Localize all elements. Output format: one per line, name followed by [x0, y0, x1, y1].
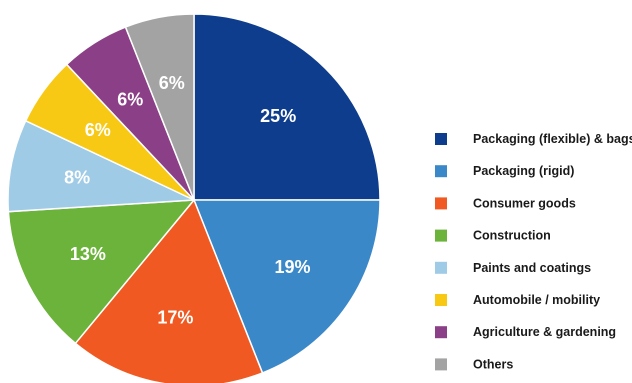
pie-slice-packaging-flexible-bags	[193, 13, 381, 201]
legend-swatch	[435, 261, 447, 274]
legend-item-packaging-flexible-bags: Packaging (flexible) & bags	[435, 132, 632, 146]
legend-item-paints-and-coatings: Paints and coatings	[435, 261, 591, 275]
legend-item-construction: Construction	[435, 229, 551, 243]
legend-swatch	[435, 294, 447, 306]
legend-item-packaging-rigid: Packaging (rigid)	[435, 164, 574, 178]
legend-swatch	[435, 197, 447, 210]
pie-slice-construction	[7, 199, 196, 345]
legend-label: Agriculture & gardening	[473, 325, 616, 339]
legend-label: Paints and coatings	[473, 261, 591, 275]
legend-swatch	[435, 358, 447, 371]
legend-item-automobile-mobility: Automobile / mobility	[435, 293, 600, 307]
legend-item-others: Others	[435, 357, 513, 371]
pie-slice-consumer-goods	[74, 198, 264, 383]
pie-slice-packaging-rigid	[192, 199, 381, 374]
legend: Packaging (flexible) & bags Packaging (ri…	[435, 132, 632, 371]
legend-swatch	[435, 326, 447, 339]
legend-label: Packaging (rigid)	[473, 164, 574, 178]
legend-item-consumer-goods: Consumer goods	[435, 196, 576, 210]
slice-label-construction: 13%	[70, 244, 106, 264]
slice-label-consumer-goods: 17%	[157, 308, 193, 328]
slice-label-packaging-flexible-bags: 25%	[260, 106, 296, 126]
slice-label-others: 6%	[159, 73, 185, 93]
pie-slice-paints-and-coatings	[7, 119, 195, 213]
slice-label-paints-and-coatings: 8%	[64, 168, 90, 188]
pie-slice-others	[124, 13, 195, 201]
legend-label: Consumer goods	[473, 196, 576, 210]
legend-label: Others	[473, 357, 513, 371]
slice-label-packaging-rigid: 19%	[274, 257, 310, 277]
legend-label: Automobile / mobility	[473, 293, 600, 307]
slice-label-agriculture-gardening: 6%	[117, 90, 143, 110]
legend-label: Construction	[473, 229, 551, 243]
legend-label: Packaging (flexible) & bags	[473, 132, 632, 146]
legend-swatch	[435, 165, 447, 178]
slice-label-automobile-mobility: 6%	[85, 120, 111, 140]
pie-slice-labels: 25% 19% 17% 13% 8% 6% 6% 6%	[64, 73, 310, 328]
legend-swatch	[435, 229, 447, 242]
legend-swatch	[435, 133, 447, 145]
pie-slices	[7, 13, 381, 383]
legend-item-agriculture-gardening: Agriculture & gardening	[435, 325, 616, 339]
